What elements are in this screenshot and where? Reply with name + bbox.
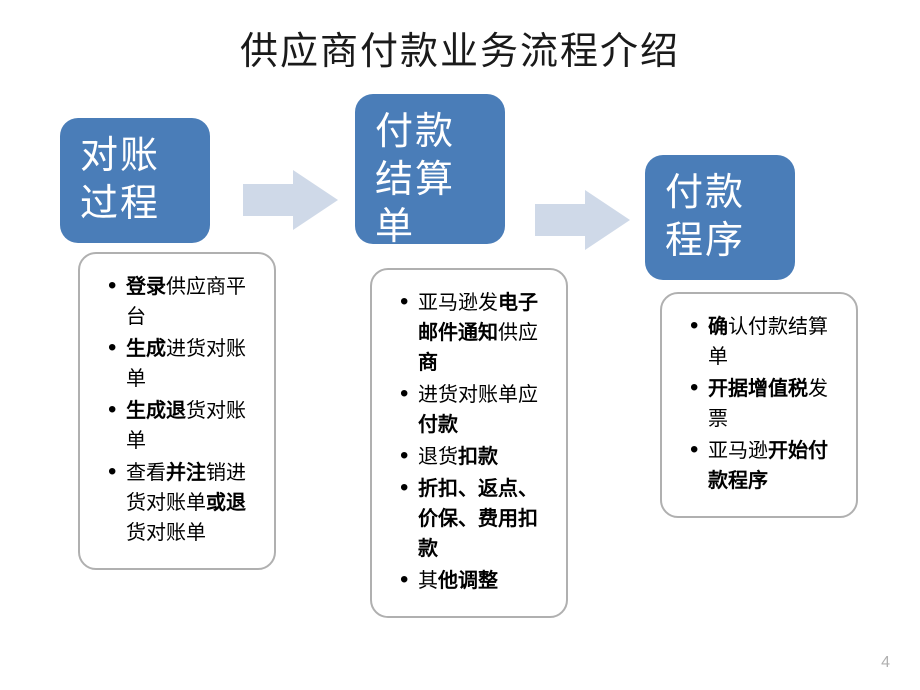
- step-header-3: 付款程序: [645, 155, 795, 280]
- detail-item: 确认付款结算单: [690, 312, 836, 372]
- step-header-2: 付款结算单: [355, 94, 505, 244]
- detail-list: 亚马逊发电子邮件通知供应商进货对账单应付款退货扣款折扣、返点、价保、费用扣款其他…: [400, 288, 546, 596]
- detail-item: 生成进货对账单: [108, 334, 254, 394]
- arrow-1: [243, 170, 338, 230]
- detail-item: 进货对账单应付款: [400, 380, 546, 440]
- detail-item: 亚马逊发电子邮件通知供应商: [400, 288, 546, 378]
- detail-item: 折扣、返点、价保、费用扣款: [400, 474, 546, 564]
- detail-item: 开据增值税发票: [690, 374, 836, 434]
- detail-item: 生成退货对账单: [108, 396, 254, 456]
- detail-item: 查看并注销进货对账单或退货对账单: [108, 458, 254, 548]
- detail-box-1: 登录供应商平台生成进货对账单生成退货对账单查看并注销进货对账单或退货对账单: [78, 252, 276, 570]
- detail-item: 其他调整: [400, 566, 546, 596]
- detail-item: 亚马逊开始付款程序: [690, 436, 836, 496]
- detail-list: 登录供应商平台生成进货对账单生成退货对账单查看并注销进货对账单或退货对账单: [108, 272, 254, 548]
- detail-box-2: 亚马逊发电子邮件通知供应商进货对账单应付款退货扣款折扣、返点、价保、费用扣款其他…: [370, 268, 568, 618]
- detail-item: 退货扣款: [400, 442, 546, 472]
- page-title: 供应商付款业务流程介绍: [0, 0, 920, 75]
- detail-box-3: 确认付款结算单开据增值税发票亚马逊开始付款程序: [660, 292, 858, 518]
- detail-item: 登录供应商平台: [108, 272, 254, 332]
- arrow-2: [535, 190, 630, 250]
- page-number: 4: [881, 654, 890, 672]
- detail-list: 确认付款结算单开据增值税发票亚马逊开始付款程序: [690, 312, 836, 496]
- step-header-1: 对账过程: [60, 118, 210, 243]
